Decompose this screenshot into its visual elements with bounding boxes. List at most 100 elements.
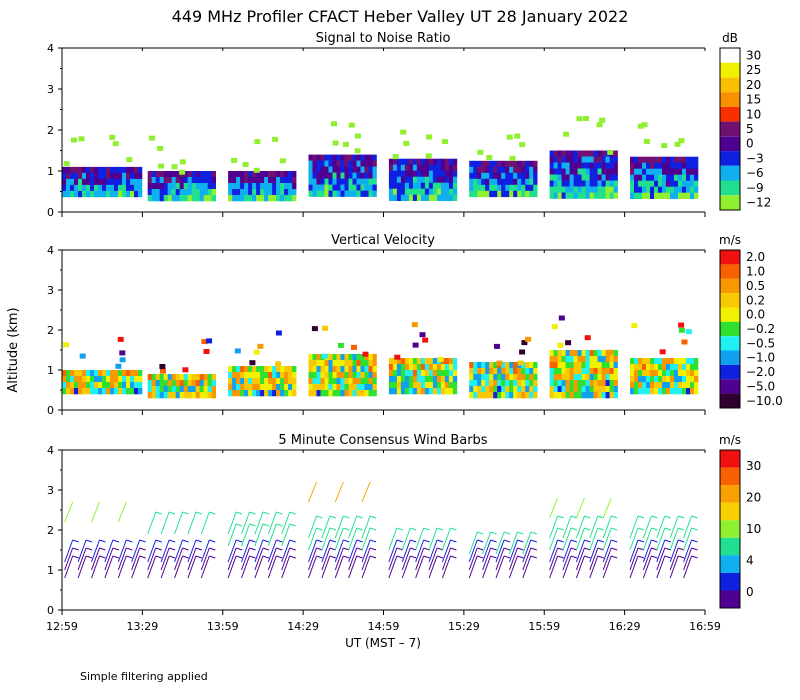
data-cell [638,186,643,193]
data-cell [690,376,695,383]
data-cell [328,354,333,361]
data-cell [497,392,502,399]
data-cell [256,390,261,397]
data-cell [448,188,454,195]
data-cell [404,164,410,171]
data-cell [167,380,172,387]
data-cell [360,154,365,161]
data-cell [211,183,216,190]
data-cell [658,370,663,377]
data-cell [348,378,353,385]
data-cell [678,192,683,199]
data-cell [86,166,91,174]
data-cell [115,363,122,369]
data-cell [268,177,273,184]
data-cell [634,174,639,181]
data-cell [356,366,361,373]
data-cell [187,392,192,399]
data-cell [288,177,293,184]
data-cell [207,171,212,178]
data-cell [171,374,176,381]
data-cell [292,195,297,202]
data-cell [102,172,107,180]
data-cell [630,370,635,377]
data-cell [505,392,510,399]
data-cell [561,168,566,175]
data-cell [643,138,650,144]
data-cell [400,194,406,201]
data-cell [638,370,643,377]
data-cell [489,166,494,174]
data-cell [607,349,614,355]
data-cell [589,368,594,375]
wind-barb [575,515,585,539]
data-cell [489,386,494,393]
data-cell [444,188,450,195]
data-cell [118,370,123,377]
data-cell [452,182,458,189]
data-cell [428,164,434,171]
data-cell [400,388,406,395]
wind-barb [241,523,250,547]
data-cell [151,386,156,393]
data-cell [344,160,349,167]
data-cell [521,392,526,399]
data-cell [521,166,526,174]
data-cell [248,195,253,202]
data-cell [336,160,341,167]
data-cell [613,392,618,399]
data-cell [74,184,79,192]
data-cell [581,192,586,199]
data-cell [78,184,83,192]
data-cell [682,192,687,199]
data-cell [324,166,329,173]
data-cell [585,374,590,381]
data-cell [597,362,602,369]
data-cell [573,168,578,175]
data-cell [613,386,618,393]
wind-barb-flag [611,515,618,519]
wind-barb-flag [249,511,256,515]
wind-barb [254,547,264,571]
data-cell [549,186,554,193]
data-cell [597,162,602,169]
data-cell [581,174,586,181]
data-cell [654,382,659,389]
data-cell [316,178,321,185]
data-cell [336,372,341,379]
data-cell [424,158,430,165]
x-tick-label: 16:59 [689,620,721,633]
data-cell [682,358,687,365]
wind-barb-flag [356,555,363,559]
wind-barb-flag [611,539,618,543]
data-cell [324,378,329,385]
data-cell [320,160,325,167]
wind-barb [589,555,599,579]
data-cell [332,154,337,161]
data-cell [336,154,341,161]
wind-barb-flag [356,527,363,531]
data-cell [82,370,87,377]
data-cell [354,133,361,139]
data-cell [493,172,498,180]
data-cell [694,174,699,181]
data-cell [138,376,143,383]
wind-barb-flag [436,539,444,543]
wind-barb [482,531,492,555]
data-cell [420,194,426,201]
data-cell [179,392,184,399]
data-cell [420,364,426,371]
data-cell [509,368,514,375]
data-cell [412,370,418,377]
data-cell [646,192,651,199]
data-cell [493,166,498,174]
data-cell [686,388,691,395]
y-tick-label: 2 [47,124,54,137]
data-cell [585,356,590,363]
data-cell [252,378,257,385]
data-cell [509,374,514,381]
data-cell [187,183,192,190]
colorbar-label: 2.0 [746,250,765,264]
data-cell [388,188,394,195]
data-cell [240,384,245,391]
